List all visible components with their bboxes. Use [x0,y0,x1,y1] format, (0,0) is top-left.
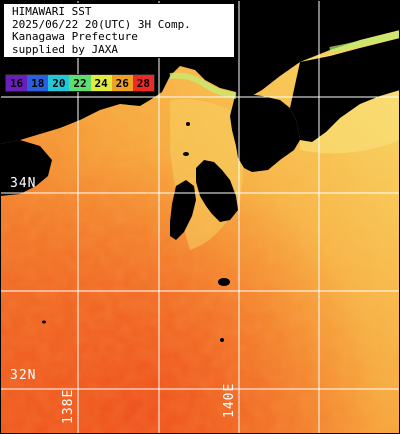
legend-tick: 24 [90,75,112,91]
legend-tick: 22 [69,75,91,91]
lon-label-138e: 138E [61,388,76,424]
color-legend: 16 18 20 22 24 26 28 [5,74,155,92]
legend-tick: 28 [132,75,154,91]
info-datetime: 2025/06/22 20(UTC) 3H Comp. [12,17,191,31]
lon-label-140e: 140E [222,382,237,418]
lat-label-34n: 34N [10,176,37,191]
legend-tick: 18 [27,75,49,91]
info-box: HIMAWARI SST 2025/06/22 20(UTC) 3H Comp.… [3,3,235,58]
info-title: HIMAWARI SST [12,5,92,18]
legend-tick: 26 [111,75,133,91]
legend-tick: 20 [48,75,70,91]
legend-tick: 16 [6,75,28,91]
info-region: Kanagawa Prefecture [12,30,138,43]
lat-label-32n: 32N [10,368,37,383]
info-credit: supplied by JAXA [12,42,118,56]
